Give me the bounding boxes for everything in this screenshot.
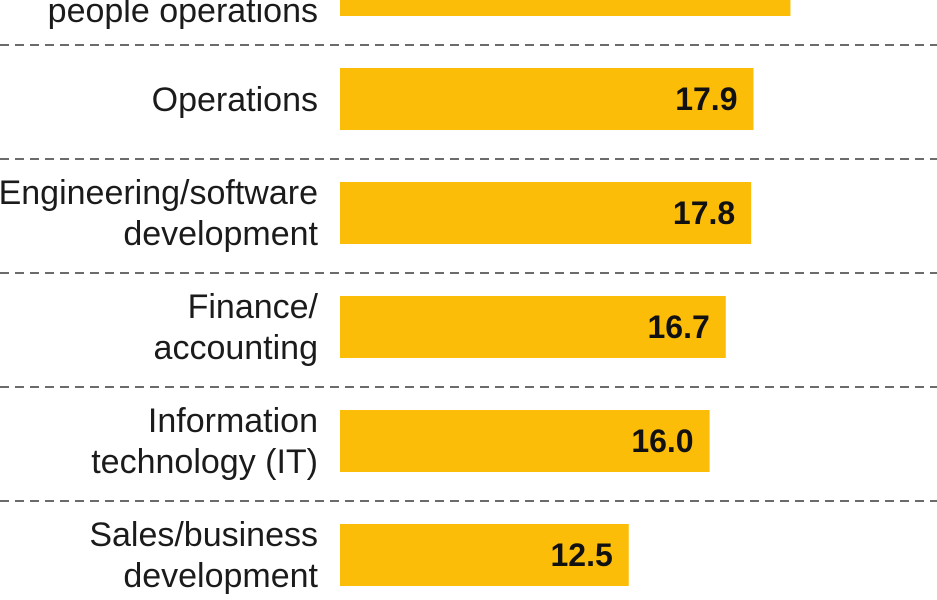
bar-3 bbox=[340, 296, 726, 358]
bar-1 bbox=[340, 68, 754, 130]
bar-0 bbox=[340, 0, 791, 16]
category-label-0: people operations bbox=[48, 0, 318, 30]
value-label-0: 19.5 bbox=[712, 0, 774, 3]
category-label-1: Operations bbox=[152, 81, 318, 119]
bar-4 bbox=[340, 410, 710, 472]
category-label-2: Engineering/software development bbox=[0, 174, 319, 253]
bar-5 bbox=[340, 524, 629, 586]
value-label-5: 12.5 bbox=[550, 537, 612, 573]
value-label-4: 16.0 bbox=[631, 423, 693, 459]
bar-2 bbox=[340, 182, 752, 244]
value-label-3: 16.7 bbox=[647, 309, 709, 345]
category-label-3: Finance/accounting bbox=[154, 288, 319, 367]
category-label-4: Information technology (IT) bbox=[91, 402, 318, 481]
value-label-1: 17.9 bbox=[675, 81, 737, 117]
category-label-5: Sales/business development bbox=[89, 516, 318, 595]
value-label-2: 17.8 bbox=[673, 195, 735, 231]
